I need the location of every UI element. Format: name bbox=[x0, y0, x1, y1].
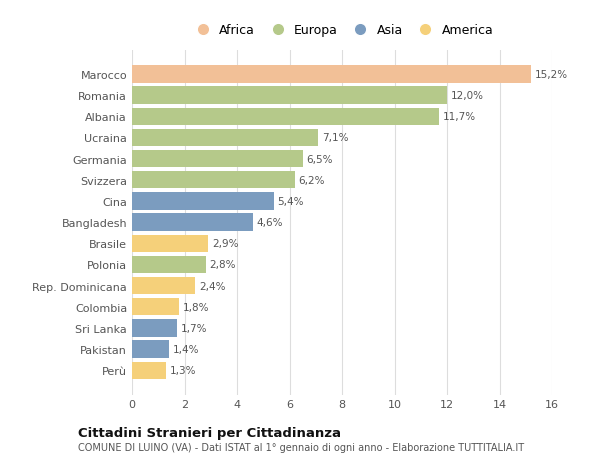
Text: 2,4%: 2,4% bbox=[199, 281, 226, 291]
Text: 12,0%: 12,0% bbox=[451, 91, 484, 101]
Text: 15,2%: 15,2% bbox=[535, 70, 568, 80]
Bar bbox=[132, 362, 166, 379]
Text: 1,4%: 1,4% bbox=[173, 344, 199, 354]
Bar bbox=[132, 277, 195, 295]
Bar bbox=[132, 235, 208, 252]
Text: 6,5%: 6,5% bbox=[307, 154, 333, 164]
Bar bbox=[132, 87, 447, 105]
Text: 1,8%: 1,8% bbox=[183, 302, 209, 312]
Text: 7,1%: 7,1% bbox=[322, 133, 349, 143]
Text: 1,3%: 1,3% bbox=[170, 365, 197, 375]
Bar bbox=[132, 298, 179, 316]
Text: 4,6%: 4,6% bbox=[257, 218, 283, 228]
Text: 2,8%: 2,8% bbox=[209, 260, 236, 270]
Bar bbox=[132, 129, 319, 147]
Text: COMUNE DI LUINO (VA) - Dati ISTAT al 1° gennaio di ogni anno - Elaborazione TUTT: COMUNE DI LUINO (VA) - Dati ISTAT al 1° … bbox=[78, 442, 524, 452]
Bar bbox=[132, 108, 439, 126]
Bar bbox=[132, 66, 531, 84]
Text: 6,2%: 6,2% bbox=[299, 175, 325, 185]
Bar bbox=[132, 151, 302, 168]
Text: 11,7%: 11,7% bbox=[443, 112, 476, 122]
Text: 2,9%: 2,9% bbox=[212, 239, 239, 249]
Bar bbox=[132, 256, 205, 274]
Bar bbox=[132, 193, 274, 210]
Bar bbox=[132, 341, 169, 358]
Text: 1,7%: 1,7% bbox=[181, 323, 207, 333]
Text: Cittadini Stranieri per Cittadinanza: Cittadini Stranieri per Cittadinanza bbox=[78, 426, 341, 439]
Text: 5,4%: 5,4% bbox=[278, 196, 304, 207]
Bar bbox=[132, 214, 253, 231]
Bar bbox=[132, 319, 176, 337]
Legend: Africa, Europa, Asia, America: Africa, Europa, Asia, America bbox=[185, 19, 499, 42]
Bar bbox=[132, 172, 295, 189]
